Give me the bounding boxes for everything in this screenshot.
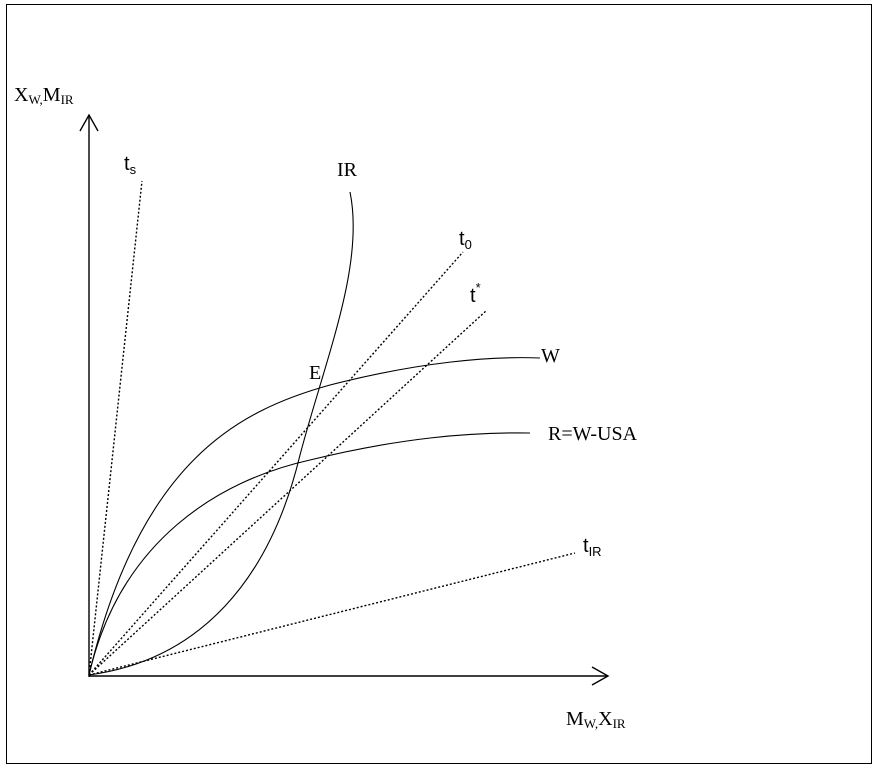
ray-ts — [88, 180, 143, 676]
curve-w-label: W — [541, 345, 560, 367]
ray-t0 — [88, 251, 464, 676]
x-axis-arrowhead — [591, 666, 610, 686]
equilibrium-point-label: E — [309, 362, 321, 384]
offer-curves — [88, 191, 541, 676]
x-axis-label: MW,XIR — [566, 708, 626, 731]
y-axis-arrowhead — [79, 113, 99, 132]
curve-w — [88, 357, 541, 676]
ray-tir-label: tIR — [583, 535, 602, 559]
ray-tstar-label: t* — [470, 280, 481, 307]
axes — [79, 113, 610, 686]
curve-ir — [88, 191, 354, 676]
y-axis-label: XW,MIR — [14, 84, 74, 107]
ray-tir — [88, 552, 576, 676]
ray-ts-label: ts — [124, 153, 137, 177]
trade-rays — [88, 180, 576, 676]
curve-r — [88, 432, 531, 676]
curve-ir-label: IR — [337, 159, 358, 181]
ray-t0-label: t0 — [459, 228, 472, 252]
curve-r-label: R=W-USA — [548, 423, 638, 445]
